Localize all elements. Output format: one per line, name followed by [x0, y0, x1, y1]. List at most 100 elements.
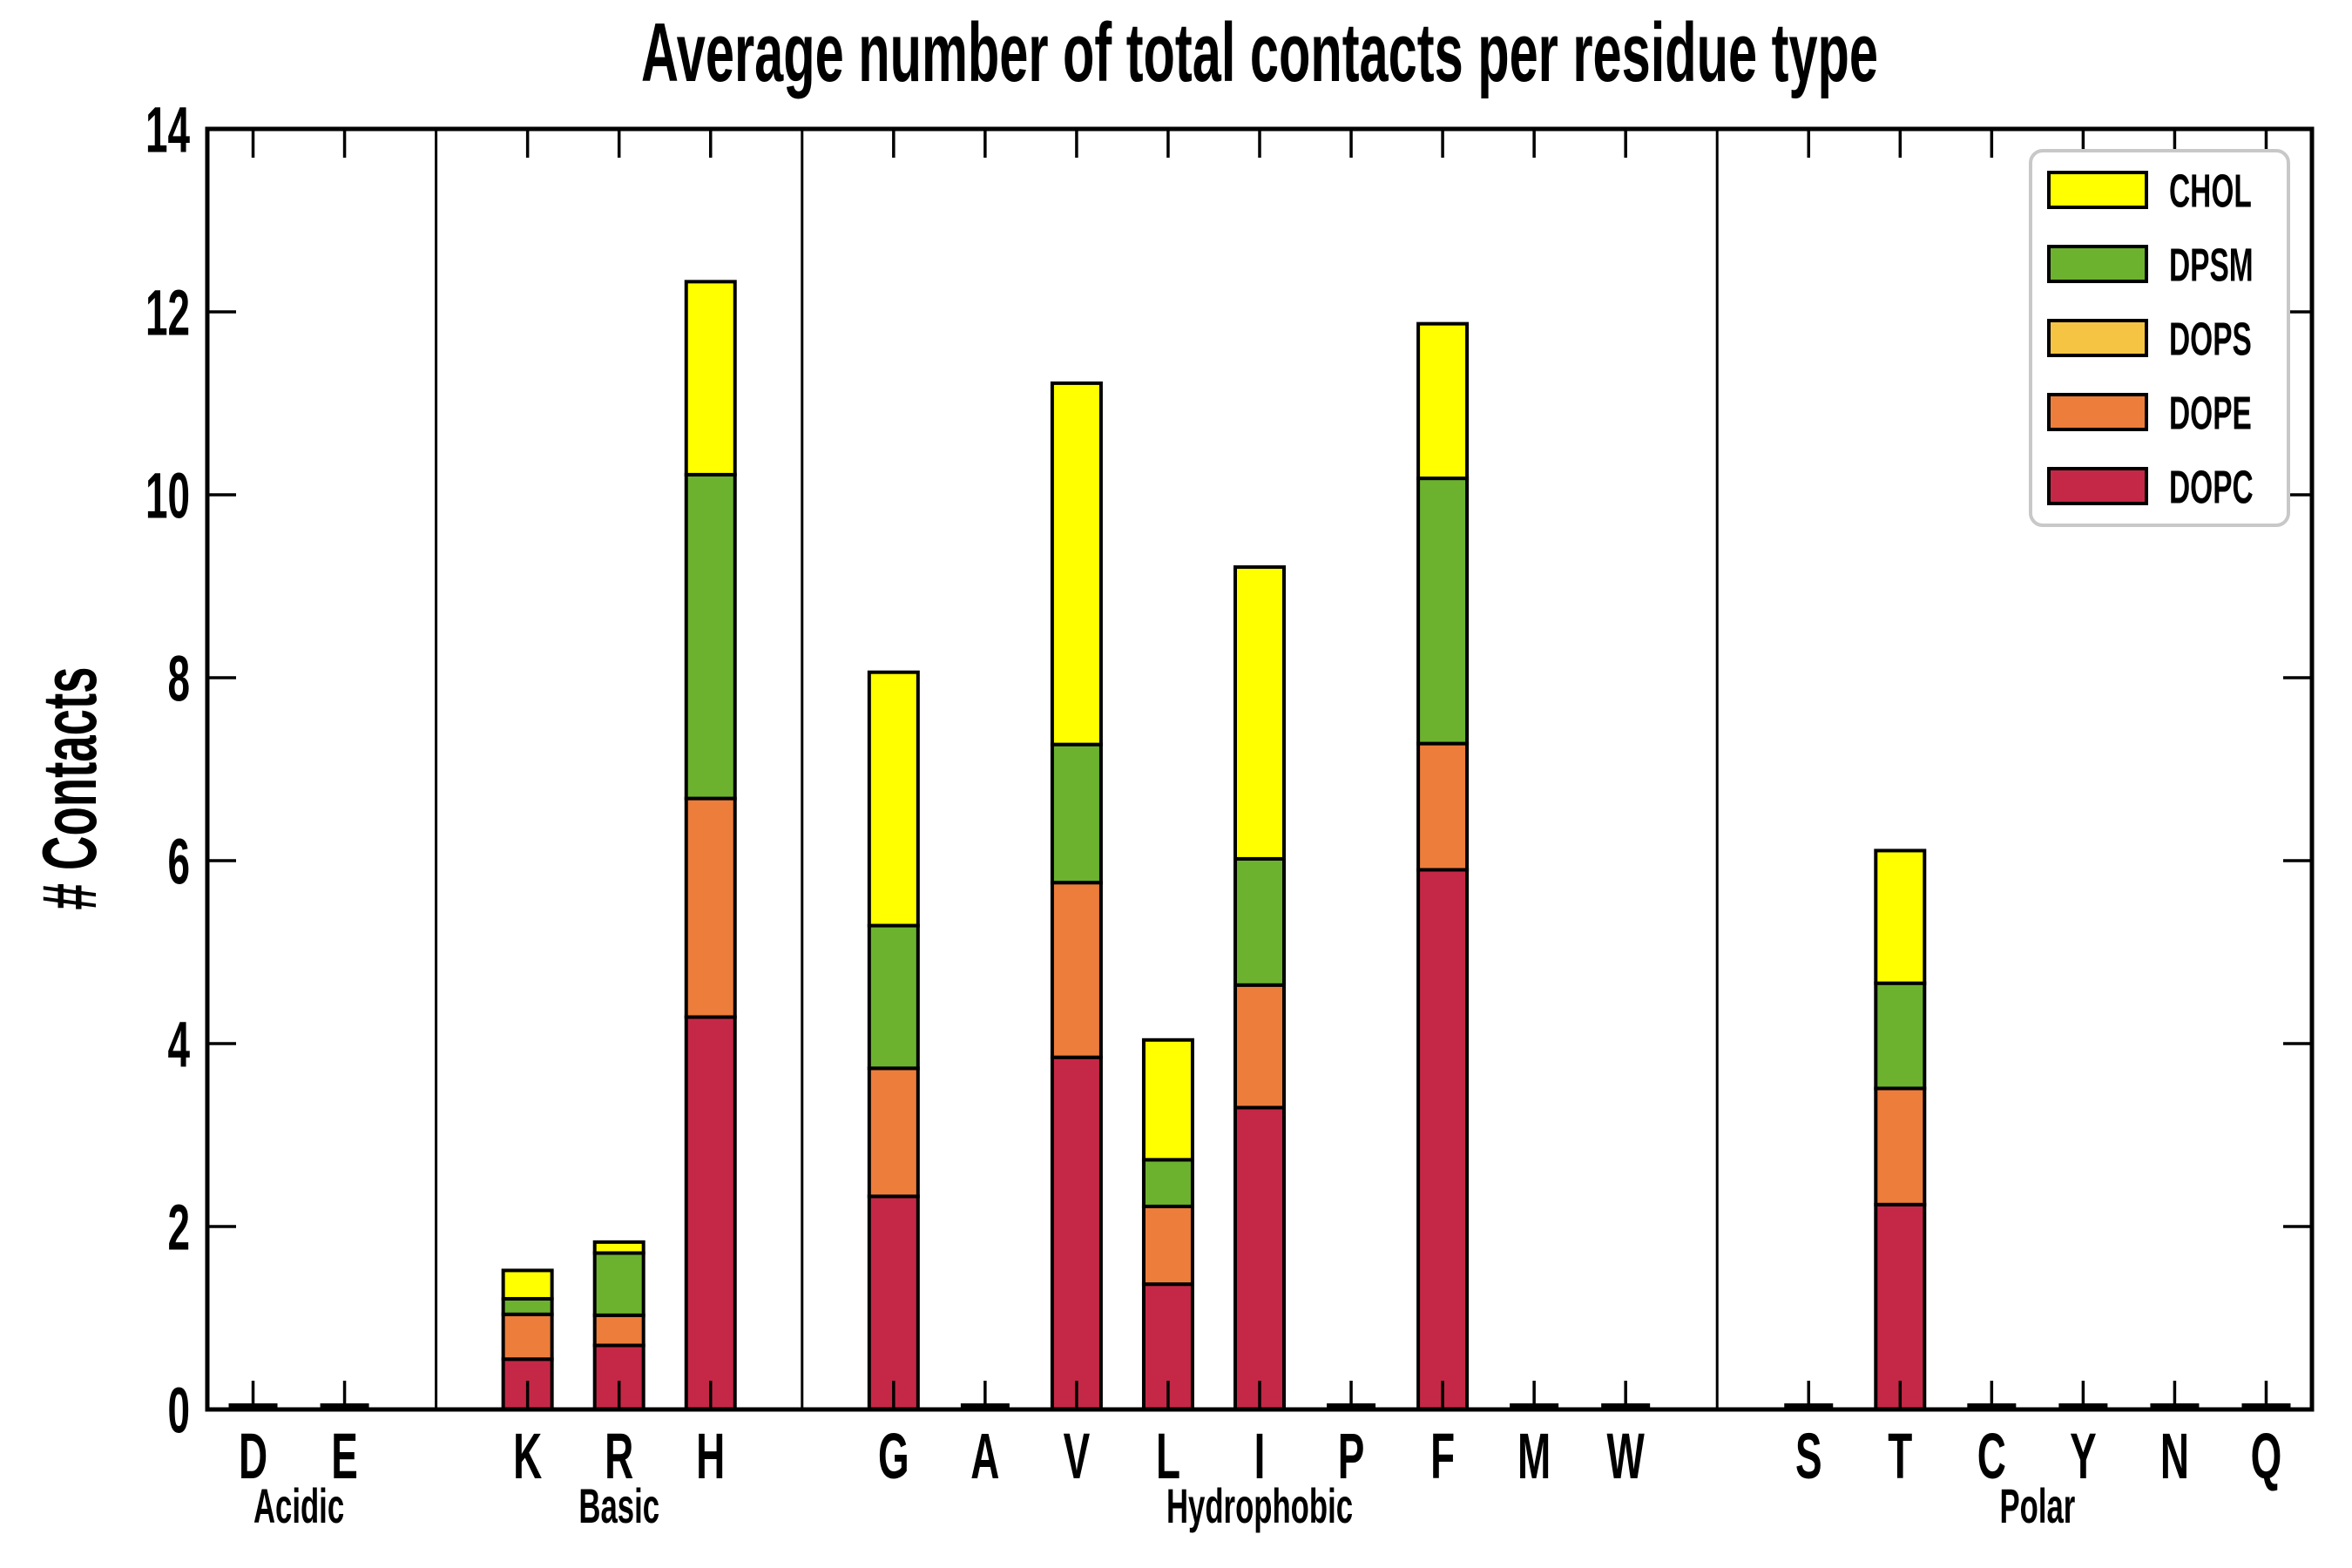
chart-title: Average number of total contacts per res…: [640, 6, 1879, 99]
bar-segment-L-DPSM: [1141, 1158, 1194, 1208]
bar-segment-G-DPSM: [867, 923, 920, 1071]
y-tick-label-8-anchor: 8: [167, 644, 190, 716]
legend-label-CHOL-anchor: CHOL: [2169, 164, 2252, 217]
y-tick-label-4: 4: [167, 1010, 190, 1082]
legend-label-DOPE: DOPE: [2169, 386, 2252, 439]
legend-label-DPSM: DPSM: [2169, 238, 2254, 291]
x-tick-label-M: M: [1517, 1421, 1551, 1493]
x-tick-label-S-anchor: S: [1795, 1421, 1822, 1493]
bar-segment-K-DPSM: [501, 1296, 554, 1316]
x-tick-label-V: V: [1064, 1421, 1091, 1493]
legend-label-DPSM-anchor: DPSM: [2169, 238, 2254, 291]
legend-swatch-CHOL: [2047, 171, 2148, 209]
legend-swatch-DPSM: [2047, 245, 2148, 283]
bar-segment-L-CHOL: [1141, 1037, 1194, 1162]
bar-segment-K-CHOL: [501, 1268, 554, 1301]
x-tick-label-R: R: [605, 1421, 633, 1493]
x-tick-label-E-anchor: E: [331, 1421, 358, 1493]
legend-swatch-DOPS: [2047, 319, 2148, 357]
x-tick-label-Y: Y: [2070, 1421, 2097, 1493]
legend-label-CHOL: CHOL: [2169, 164, 2252, 217]
x-tick-label-N-anchor: N: [2160, 1421, 2189, 1493]
x-tick-label-T-anchor: T: [1888, 1421, 1912, 1493]
bar-segment-H-DOPC: [684, 1015, 737, 1412]
x-tick-label-T: T: [1888, 1421, 1912, 1493]
x-tick-label-I-anchor: I: [1254, 1421, 1266, 1493]
bar-segment-T-DOPE: [1874, 1086, 1927, 1206]
group-label-acidic: Acidic: [253, 1479, 344, 1534]
bar-segment-G-DOPE: [867, 1066, 920, 1199]
x-tick-label-G-anchor: G: [878, 1421, 909, 1493]
y-tick-label-8: 8: [167, 644, 190, 716]
x-tick-label-K-anchor: K: [513, 1421, 542, 1493]
y-tick-label-12-anchor: 12: [145, 278, 190, 350]
bar-segment-V-DOPE: [1050, 881, 1103, 1059]
bar-segment-R-DPSM: [592, 1251, 645, 1317]
legend-label-DOPS-anchor: DOPS: [2169, 312, 2252, 365]
x-tick-label-F: F: [1430, 1421, 1455, 1493]
x-tick-label-P-anchor: P: [1338, 1421, 1365, 1493]
x-tick-label-L-anchor: L: [1156, 1421, 1180, 1493]
bar-segment-T-CHOL: [1874, 848, 1927, 985]
bar-segment-R-CHOL: [592, 1240, 645, 1255]
legend-label-DOPC-anchor: DOPC: [2169, 460, 2254, 513]
x-tick-label-M-anchor: M: [1517, 1421, 1551, 1493]
x-tick-label-C-anchor: C: [1977, 1421, 2006, 1493]
legend-box: [2029, 149, 2290, 527]
y-tick-label-6-anchor: 6: [167, 827, 190, 899]
x-tick-label-G: G: [878, 1421, 909, 1493]
group-label-polar-anchor: Polar: [1999, 1479, 2075, 1534]
bar-segment-V-CHOL: [1050, 381, 1103, 747]
bar-segment-K-DOPE: [501, 1312, 554, 1362]
x-tick-label-H-anchor: H: [696, 1421, 725, 1493]
bar-segment-I-DPSM: [1233, 856, 1286, 987]
plot-frame: [205, 126, 2315, 1412]
bar-segment-I-DOPE: [1233, 983, 1286, 1110]
x-tick-label-L: L: [1156, 1421, 1180, 1493]
x-tick-label-I: I: [1254, 1421, 1266, 1493]
x-tick-label-F-anchor: F: [1430, 1421, 1455, 1493]
y-tick-label-10-anchor: 10: [145, 461, 190, 533]
x-tick-label-W-anchor: W: [1607, 1421, 1646, 1493]
legend-swatch-DOPC: [2047, 467, 2148, 505]
group-label-acidic-anchor: Acidic: [253, 1479, 344, 1534]
bar-segment-R-DOPE: [592, 1313, 645, 1348]
y-tick-label-2-anchor: 2: [167, 1193, 190, 1265]
x-tick-label-A-anchor: A: [970, 1421, 999, 1493]
bar-segment-F-CHOL: [1416, 321, 1470, 481]
y-tick-label-2: 2: [167, 1193, 190, 1265]
y-tick-label-10: 10: [145, 461, 190, 533]
x-tick-label-K: K: [513, 1421, 542, 1493]
y-tick-label-0: 0: [167, 1375, 190, 1448]
bar-segment-H-DPSM: [684, 472, 737, 801]
bar-segment-H-CHOL: [684, 280, 737, 476]
group-label-polar: Polar: [1999, 1479, 2075, 1534]
y-tick-label-14: 14: [145, 95, 190, 167]
bar-segment-I-CHOL: [1233, 564, 1286, 861]
y-tick-label-4-anchor: 4: [167, 1010, 190, 1082]
legend-label-DOPC: DOPC: [2169, 460, 2254, 513]
x-tick-label-R-anchor: R: [605, 1421, 633, 1493]
y-tick-label-6: 6: [167, 827, 190, 899]
bar-segment-T-DOPC: [1874, 1202, 1927, 1412]
x-tick-label-E: E: [331, 1421, 358, 1493]
bar-segment-H-DOPE: [684, 796, 737, 1019]
x-tick-label-C: C: [1977, 1421, 2006, 1493]
group-label-basic: Basic: [578, 1479, 659, 1534]
x-tick-label-V-anchor: V: [1064, 1421, 1091, 1493]
x-tick-label-H: H: [696, 1421, 725, 1493]
bar-segment-V-DPSM: [1050, 742, 1103, 885]
bar-segment-T-DPSM: [1874, 981, 1927, 1091]
bar-segment-L-DOPE: [1141, 1204, 1194, 1287]
group-label-basic-anchor: Basic: [578, 1479, 659, 1534]
x-tick-label-S: S: [1795, 1421, 1822, 1493]
y-tick-label-12: 12: [145, 278, 190, 350]
x-tick-label-N: N: [2160, 1421, 2189, 1493]
legend-label-DOPS: DOPS: [2169, 312, 2252, 365]
x-tick-label-D: D: [239, 1421, 267, 1493]
legend-swatch-DOPE: [2047, 393, 2148, 431]
bar-segment-G-DOPC: [867, 1194, 920, 1411]
x-tick-label-A: A: [970, 1421, 999, 1493]
x-tick-label-Q: Q: [2251, 1421, 2282, 1493]
bar-segment-V-DOPC: [1050, 1055, 1103, 1411]
